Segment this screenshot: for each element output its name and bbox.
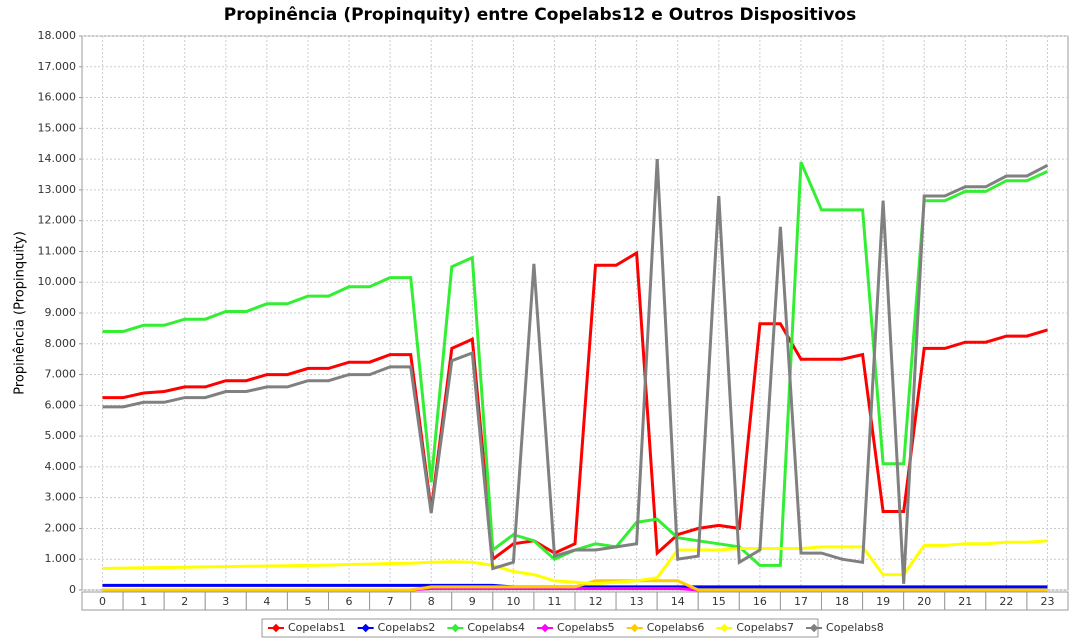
y-tick-label: 16.000 [38,91,77,104]
chart-title: Propinência (Propinquity) entre Copelabs… [224,5,856,25]
y-tick-label: 12.000 [38,214,77,227]
legend-label: Copelabs2 [378,621,436,634]
legend-label: Copelabs7 [736,621,794,634]
y-tick-label: 3.000 [45,491,77,504]
y-tick-label: 15.000 [38,121,77,134]
legend-label: Copelabs4 [467,621,525,634]
legend-marker [361,623,370,633]
series-line [102,539,1048,586]
x-tick-label: 6 [346,595,353,608]
y-axis-label: Propinência (Propinquity) [13,231,28,395]
series-line [102,579,1048,592]
x-tick-label: 20 [917,595,931,608]
series-line [102,159,1049,584]
x-tick-label: 15 [712,595,726,608]
x-tick-label: 22 [999,595,1013,608]
legend-marker [809,623,819,633]
y-tick-label: 11.000 [38,244,77,257]
y-tick-label: 10.000 [38,275,77,288]
x-tick-label: 10 [506,595,520,608]
series-line [102,250,1048,563]
y-tick-label: 7.000 [45,368,77,381]
y-tick-label: 1.000 [45,552,77,565]
x-tick-label: 3 [222,595,229,608]
x-tick-label: 0 [99,595,106,608]
x-tick-label: 18 [835,595,849,608]
x-tick-cell [1026,591,1069,611]
x-tick-label: 2 [181,595,188,608]
legend-label: Copelabs6 [647,621,705,634]
legend-marker [451,623,460,633]
x-tick-label: 8 [428,595,435,608]
y-tick-label: 9.000 [45,306,77,319]
y-tick-label: 2.000 [45,521,77,534]
legend-marker [540,623,550,633]
y-tick-label: 14.000 [38,152,77,165]
x-tick-label: 12 [589,595,603,608]
x-tick-label: 7 [387,595,394,608]
x-tick-label: 1 [140,595,147,608]
y-tick-label: 0 [69,583,76,596]
y-tick-label: 17.000 [38,60,77,73]
x-tick-label: 5 [304,595,311,608]
x-tick-label: 17 [794,595,808,608]
x-tick-label: 14 [671,595,685,608]
x-tick-label: 19 [876,595,890,608]
legend-label: Copelabs5 [557,621,615,634]
y-tick-label: 5.000 [45,429,77,442]
y-tick-label: 8.000 [45,337,77,350]
x-tick-label: 11 [547,595,561,608]
x-tick-label: 23 [1040,595,1054,608]
legend-marker [271,623,281,633]
y-tick-label: 4.000 [45,460,77,473]
x-tick-label: 9 [469,595,476,608]
x-tick-label: 4 [263,595,270,608]
legend-label: Copelabs1 [288,621,346,634]
y-tick-label: 13.000 [38,183,77,196]
x-tick-label: 13 [630,595,644,608]
x-tick-label: 16 [753,595,767,608]
legend-marker [630,623,639,633]
y-tick-label: 6.000 [45,398,77,411]
legend-marker [720,623,729,633]
y-tick-label: 18.000 [38,29,77,42]
x-tick-label: 21 [958,595,972,608]
legend-label: Copelabs8 [826,621,884,634]
